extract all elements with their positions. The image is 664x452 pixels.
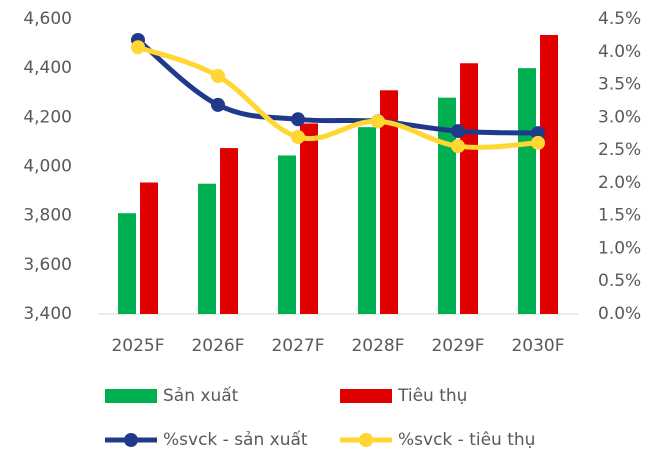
bar	[300, 123, 318, 315]
marker	[131, 40, 145, 55]
bar	[540, 34, 558, 315]
y-tick-label: 3,600	[23, 255, 72, 275]
legend-marker	[124, 433, 138, 447]
x-tick-label: 2028F	[351, 336, 404, 356]
x-tick-label: 2025F	[111, 336, 164, 356]
y2-tick-label: 0.5%	[598, 271, 641, 291]
marker	[451, 139, 465, 154]
bar	[460, 63, 478, 314]
y2-tick-label: 1.5%	[598, 206, 641, 226]
bar	[438, 97, 456, 315]
y-tick-label: 3,800	[23, 206, 72, 226]
marker	[451, 124, 465, 139]
y2-tick-label: 1.0%	[598, 238, 641, 258]
legend-label: Tiêu thụ	[397, 386, 467, 406]
marker	[291, 112, 305, 127]
legend-label: Sản xuất	[163, 385, 239, 406]
x-tick-label: 2027F	[271, 336, 324, 356]
y-tick-label: 4,400	[23, 58, 72, 78]
y2-tick-label: 4.0%	[598, 42, 641, 62]
x-tick-label: 2029F	[431, 336, 484, 356]
y2-tick-label: 2.5%	[598, 140, 641, 160]
legend-label: %svck - tiêu thụ	[398, 430, 535, 450]
marker	[211, 97, 225, 112]
y-tick-label: 4,000	[23, 157, 72, 177]
y2-tick-label: 3.5%	[598, 75, 641, 95]
x-tick-label: 2026F	[191, 336, 244, 356]
marker	[291, 130, 305, 144]
marker	[531, 135, 545, 150]
x-tick-label: 2030F	[511, 336, 564, 356]
bar	[198, 183, 216, 314]
bar	[278, 155, 296, 314]
legend-marker	[359, 433, 373, 447]
bar	[220, 148, 238, 314]
bar	[140, 182, 158, 314]
legend-swatch	[340, 389, 392, 403]
marker	[211, 69, 225, 84]
legend-label: %svck - sản xuất	[163, 429, 308, 450]
marker	[531, 126, 545, 141]
marker	[371, 114, 385, 129]
y-tick-label: 4,600	[23, 9, 72, 29]
bar	[358, 127, 376, 315]
y2-tick-label: 4.5%	[598, 9, 641, 29]
y2-tick-label: 0.0%	[598, 304, 641, 324]
bar	[380, 90, 398, 315]
bar	[518, 68, 536, 315]
legend-swatch	[105, 389, 157, 403]
bar	[118, 213, 136, 314]
y-tick-label: 4,200	[23, 107, 72, 127]
y2-tick-label: 3.0%	[598, 107, 641, 127]
y-tick-label: 3,400	[23, 304, 72, 324]
y2-tick-label: 2.0%	[598, 173, 641, 193]
